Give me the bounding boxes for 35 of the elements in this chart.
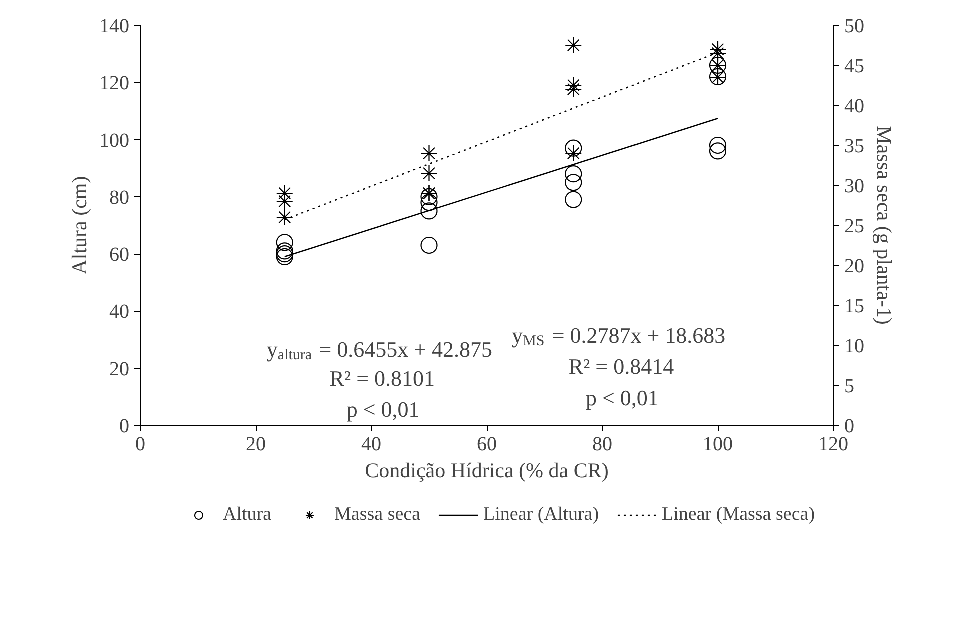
y2-tick-label: 40: [844, 96, 864, 118]
y-axis-title: Altura (cm): [68, 176, 92, 275]
legend-label: Linear (Altura): [484, 504, 600, 526]
x-axis-title: Condição Hídrica (% da CR): [365, 458, 609, 482]
y2-tick-label: 35: [844, 136, 864, 158]
y2-tick-label: 10: [844, 336, 864, 358]
y2-tick-label: 15: [844, 296, 864, 318]
x-tick-label: 60: [477, 434, 497, 456]
legend-label: Linear (Massa seca): [662, 504, 816, 526]
y-tick-label: 140: [100, 16, 130, 38]
x-tick-label: 100: [703, 434, 733, 456]
legend-label: Massa seca: [334, 504, 421, 526]
y2-tick-label: 25: [844, 216, 864, 238]
x-tick-label: 20: [246, 434, 266, 456]
y2-tick-label: 5: [844, 376, 854, 398]
y2-axis-title: Massa seca (g planta-1): [872, 126, 896, 325]
annotation: R² = 0.8101: [330, 366, 435, 391]
x-tick-label: 0: [136, 434, 146, 456]
y2-tick-label: 50: [844, 16, 864, 38]
annotation: R² = 0.8414: [568, 354, 674, 380]
y-tick-label: 0: [120, 416, 130, 438]
legend-label: Altura: [222, 504, 272, 526]
y-tick-label: 20: [110, 358, 130, 380]
y-tick-label: 40: [110, 301, 130, 324]
y2-tick-label: 20: [844, 256, 864, 278]
y-tick-label: 60: [110, 244, 130, 266]
y-tick-label: 120: [100, 72, 130, 95]
y2-tick-label: 30: [844, 176, 864, 198]
annotation: p < 0,01: [586, 385, 659, 410]
y2-tick-label: 45: [844, 56, 864, 78]
x-tick-label: 40: [362, 434, 382, 456]
y-tick-label: 100: [100, 130, 130, 152]
y-tick-label: 80: [110, 186, 130, 209]
x-tick-label: 80: [592, 434, 612, 456]
annotation: p < 0,01: [346, 397, 420, 422]
